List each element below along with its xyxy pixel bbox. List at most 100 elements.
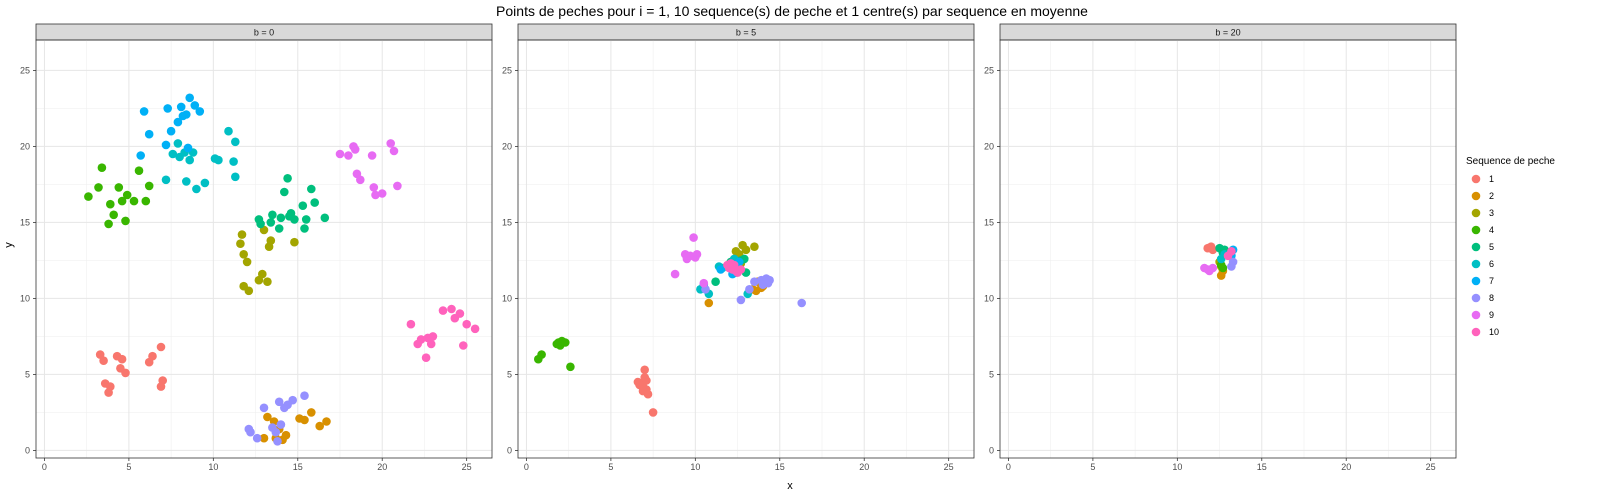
data-point-seq-3 xyxy=(237,230,247,239)
data-point-seq-8 xyxy=(736,295,746,305)
data-point-seq-9 xyxy=(393,181,402,191)
legend-key xyxy=(1471,327,1481,337)
data-point-seq-2 xyxy=(315,421,325,431)
data-point-seq-8 xyxy=(745,285,754,294)
data-point-seq-1 xyxy=(156,382,166,391)
data-point-seq-9 xyxy=(1205,266,1214,276)
data-point-seq-10 xyxy=(459,341,468,350)
panel-border xyxy=(517,39,975,459)
y-tick-label: 5 xyxy=(989,369,994,379)
x-tick-label: 25 xyxy=(1426,462,1436,472)
legend-label: 9 xyxy=(1489,310,1494,320)
data-point-seq-4 xyxy=(1218,263,1228,273)
legend-key xyxy=(1471,208,1481,218)
data-point-seq-8 xyxy=(276,420,286,429)
data-point-seq-6 xyxy=(182,177,191,186)
data-point-seq-9 xyxy=(367,151,377,160)
data-point-seq-2 xyxy=(300,415,309,425)
data-point-seq-10 xyxy=(462,319,472,329)
data-point-seq-7 xyxy=(190,101,200,110)
data-point-seq-8 xyxy=(300,391,309,401)
data-point-seq-8 xyxy=(288,395,298,405)
data-point-seq-6 xyxy=(200,178,210,188)
x-tick-label: 5 xyxy=(126,462,131,472)
x-tick-label: 15 xyxy=(1257,462,1267,472)
x-tick-label: 0 xyxy=(524,462,529,472)
data-point-seq-8 xyxy=(271,427,281,437)
legend-key xyxy=(1471,276,1481,286)
y-tick-label: 15 xyxy=(502,217,512,227)
data-point-seq-9 xyxy=(386,139,396,148)
data-point-seq-7 xyxy=(185,93,194,103)
data-point-seq-4 xyxy=(552,339,562,349)
data-point-seq-9 xyxy=(350,145,360,154)
legend-title: Sequence de peche xyxy=(1466,156,1555,167)
data-point-seq-7 xyxy=(182,110,191,119)
data-point-seq-4 xyxy=(121,216,130,226)
data-point-seq-10 xyxy=(726,259,736,268)
legend-key xyxy=(1471,225,1481,235)
data-point-seq-8 xyxy=(259,403,269,413)
x-tick-label: 10 xyxy=(1172,462,1182,472)
data-point-seq-3 xyxy=(236,239,245,248)
legend-label: 6 xyxy=(1489,259,1494,269)
data-point-seq-7 xyxy=(136,151,145,160)
data-point-seq-1 xyxy=(648,408,658,417)
data-point-seq-9 xyxy=(356,175,365,185)
data-point-seq-1 xyxy=(121,368,130,378)
data-point-seq-2 xyxy=(751,286,761,296)
data-point-seq-9 xyxy=(699,278,709,288)
data-point-seq-3 xyxy=(266,236,276,245)
legend-key xyxy=(1471,174,1481,184)
data-point-seq-7 xyxy=(176,102,186,112)
data-point-seq-1 xyxy=(104,388,113,397)
legend-label: 7 xyxy=(1489,276,1494,286)
y-tick-label: 20 xyxy=(20,141,30,151)
data-point-seq-3 xyxy=(741,245,751,255)
x-tick-label: 20 xyxy=(859,462,869,472)
facet-strip-label: b = 20 xyxy=(1215,28,1240,38)
data-point-seq-2 xyxy=(704,298,714,308)
data-point-seq-4 xyxy=(94,183,103,192)
data-point-seq-5 xyxy=(307,184,316,194)
data-point-seq-3 xyxy=(290,237,299,247)
data-point-seq-5 xyxy=(290,215,299,224)
data-point-seq-10 xyxy=(421,353,431,363)
data-point-seq-10 xyxy=(736,265,746,274)
data-point-seq-10 xyxy=(438,306,448,315)
data-point-seq-4 xyxy=(117,196,127,206)
x-tick-label: 5 xyxy=(1090,462,1095,472)
data-point-seq-1 xyxy=(640,365,649,375)
data-point-seq-9 xyxy=(344,151,353,160)
legend-key xyxy=(1471,191,1481,201)
y-tick-label: 5 xyxy=(25,369,30,379)
x-tick-label: 10 xyxy=(208,462,218,472)
data-point-seq-5 xyxy=(266,218,276,227)
x-tick-label: 25 xyxy=(462,462,472,472)
legend: Sequence de peche 1 2 3 4 5 6 7 8 9 10 xyxy=(1466,156,1555,337)
data-point-seq-1 xyxy=(99,356,108,366)
x-tick-label: 0 xyxy=(1006,462,1011,472)
data-point-seq-5 xyxy=(268,210,277,220)
data-point-seq-5 xyxy=(274,224,284,233)
data-point-seq-8 xyxy=(797,298,806,308)
data-point-seq-4 xyxy=(537,350,546,359)
facet-panel: b = 5 0 5 10 15 20 25 0 5 10 15 20 25 xyxy=(502,23,975,472)
y-tick-label: 0 xyxy=(507,445,512,455)
legend-key xyxy=(1471,310,1481,320)
data-point-seq-10 xyxy=(406,319,416,329)
data-point-seq-7 xyxy=(163,104,172,113)
data-point-seq-7 xyxy=(144,129,154,139)
data-point-seq-3 xyxy=(263,277,272,287)
y-tick-label: 20 xyxy=(502,141,512,151)
data-point-seq-5 xyxy=(276,213,286,223)
data-point-seq-10 xyxy=(1227,247,1236,256)
data-point-seq-6 xyxy=(185,155,194,165)
data-point-seq-1 xyxy=(117,354,127,364)
data-point-seq-7 xyxy=(195,107,205,116)
data-point-seq-2 xyxy=(281,430,291,440)
data-point-seq-5 xyxy=(280,187,289,197)
y-tick-label: 0 xyxy=(989,445,994,455)
y-tick-label: 25 xyxy=(20,65,30,75)
